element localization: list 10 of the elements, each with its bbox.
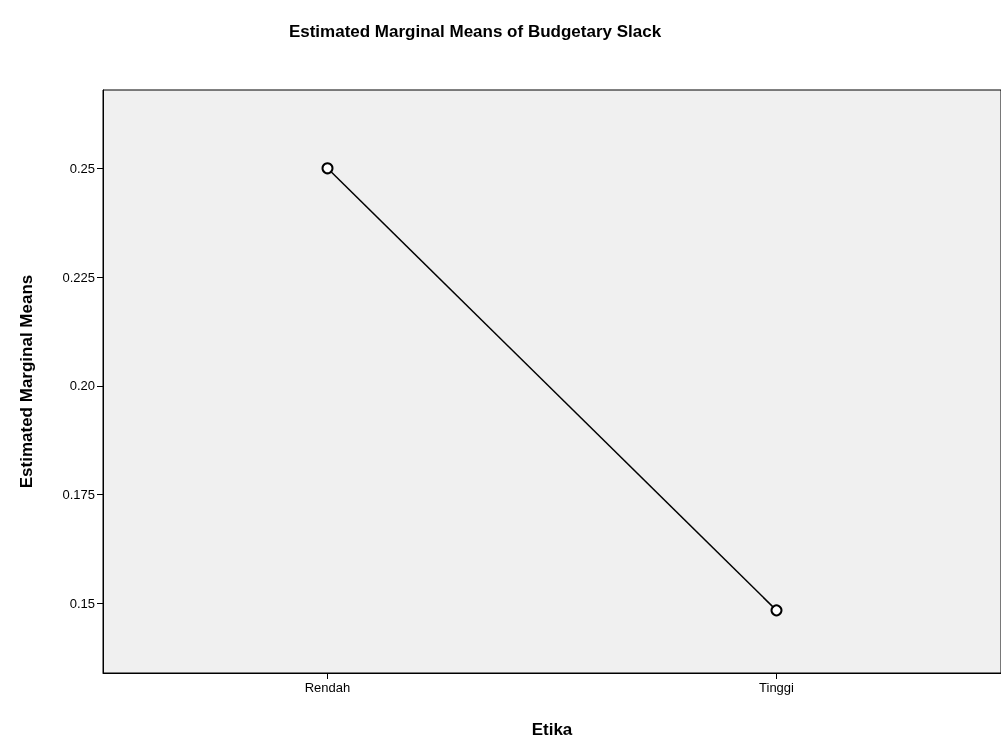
- x-axis-title: Etika: [531, 720, 573, 739]
- y-axis-title: Estimated Marginal Means: [17, 274, 36, 489]
- x-tick-label: Tinggi: [759, 680, 795, 695]
- x-tick-label: Rendah: [304, 680, 351, 695]
- y-tick-label: 0.20: [69, 378, 95, 394]
- y-tick-label: 0.175: [62, 487, 95, 503]
- y-tick-label: 0.15: [69, 595, 95, 611]
- chart-title: Estimated Marginal Means of Budgetary Slack: [288, 22, 662, 41]
- y-tick-label: 0.25: [69, 160, 95, 176]
- y-tick-label: 0.225: [62, 269, 95, 285]
